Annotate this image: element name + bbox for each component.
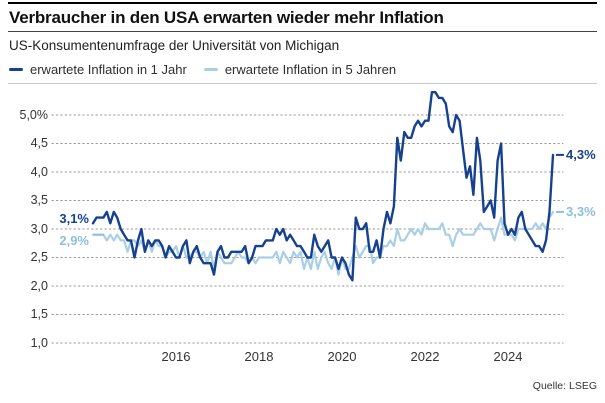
- legend-label-5yr: erwartete Inflation in 5 Jahren: [224, 62, 397, 77]
- y-axis-label: 5,0%: [19, 107, 49, 122]
- title-divider: [8, 31, 597, 32]
- x-axis-label: 2024: [493, 349, 523, 364]
- series-line-1yr: [91, 90, 555, 282]
- legend-label-1yr: erwartete Inflation in 1 Jahr: [30, 62, 187, 77]
- legend-divider: [8, 83, 597, 84]
- legend-line-swatch-1yr: [9, 68, 23, 71]
- y-axis-label: 4,0: [30, 164, 48, 179]
- y-axis-label: 2,5: [30, 250, 48, 264]
- x-axis-label: 2022: [410, 349, 440, 364]
- x-axis-label: 2020: [327, 349, 357, 364]
- x-axis-label: 2018: [244, 349, 274, 364]
- y-axis-label: 1,0: [30, 335, 48, 350]
- y-axis-label: 3,0: [30, 221, 48, 236]
- annotation-5yr-start: 2,9%: [59, 232, 89, 248]
- chart-subtitle: US-Konsumentenumfrage der Universität vo…: [9, 38, 340, 53]
- annotation-1yr-end: 4,3%: [566, 146, 596, 162]
- series-line-5yr: [91, 210, 555, 276]
- page-title: Verbraucher in den USA erwarten wieder m…: [9, 8, 444, 27]
- y-axis-label: 4,5: [30, 136, 48, 150]
- source-credit: Quelle: LSEG: [532, 380, 597, 392]
- chart-legend: erwartete Inflation in 1 Jahr erwartete …: [9, 62, 597, 77]
- x-axis-label: 2016: [161, 349, 191, 364]
- legend-line-swatch-5yr: [203, 68, 218, 71]
- annotation-5yr-end: 3,3%: [566, 203, 596, 219]
- y-axis-label: 3,5: [30, 193, 48, 207]
- y-axis-label: 2,0: [30, 278, 48, 293]
- annotation-1yr-start: 3,1%: [59, 211, 89, 227]
- top-rule: [8, 2, 597, 4]
- y-axis-label: 1,5: [30, 307, 48, 321]
